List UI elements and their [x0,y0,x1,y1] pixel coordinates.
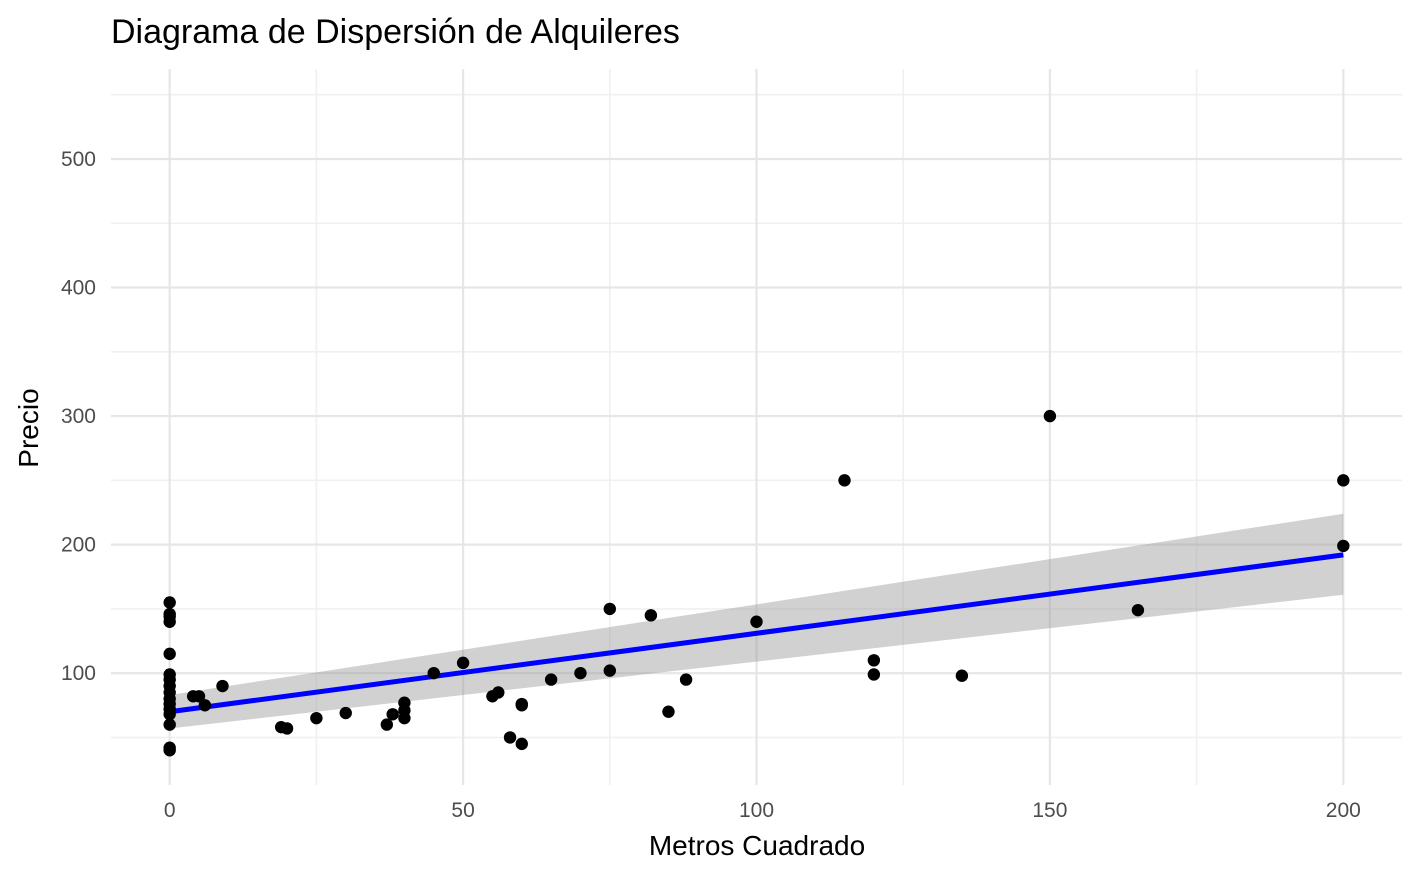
data-point [386,708,399,721]
x-tick-label: 0 [164,799,176,822]
y-tick-label: 200 [61,534,96,557]
data-point [515,737,528,751]
data-point [867,668,881,681]
data-point [163,744,176,757]
data-point [163,596,176,609]
data-point [1043,409,1057,423]
data-point [1337,474,1350,487]
data-point [662,705,675,718]
data-point [492,686,505,699]
data-point [192,690,206,703]
data-point [544,673,558,686]
data-point [163,708,176,721]
data-point [163,647,176,661]
data-point [198,699,212,712]
y-axis-title: Precio [13,388,44,467]
y-tick-label: 100 [61,662,96,685]
data-point [515,697,528,711]
y-tick-label: 400 [61,277,96,300]
x-tick-label: 100 [739,799,774,822]
major-gridlines [111,69,1402,785]
data-point [163,718,176,731]
x-axis-tick-labels: 0 50 100 150 200 [164,799,1361,822]
data-point [456,656,470,670]
data-point [867,654,881,667]
regression-line-group [169,552,1344,715]
data-point [644,609,658,622]
data-point [1131,603,1145,617]
data-points [163,409,1350,757]
data-point [1337,539,1350,553]
regression-line [169,552,1344,715]
x-axis-title: Metros Cuadrado [649,830,865,861]
data-point [427,666,440,680]
data-point [955,669,969,682]
chart-title: Diagrama de Dispersión de Alquileres [111,13,680,51]
y-tick-label: 500 [61,148,96,171]
data-point [163,615,176,628]
data-point [603,602,616,616]
x-tick-label: 50 [451,799,474,822]
data-point [216,679,229,693]
data-point [574,666,587,680]
data-point [679,673,693,686]
data-point [503,731,517,744]
x-tick-label: 200 [1326,799,1361,822]
data-point [838,474,851,487]
data-point [380,718,394,731]
y-tick-label: 300 [61,405,96,428]
data-point [750,615,763,628]
data-point [603,664,616,677]
x-tick-label: 150 [1032,799,1067,822]
data-point [310,711,323,725]
y-axis-tick-labels: 100 200 300 400 500 [61,148,96,685]
data-point [398,696,411,709]
data-point [339,706,352,720]
data-point [280,722,294,735]
